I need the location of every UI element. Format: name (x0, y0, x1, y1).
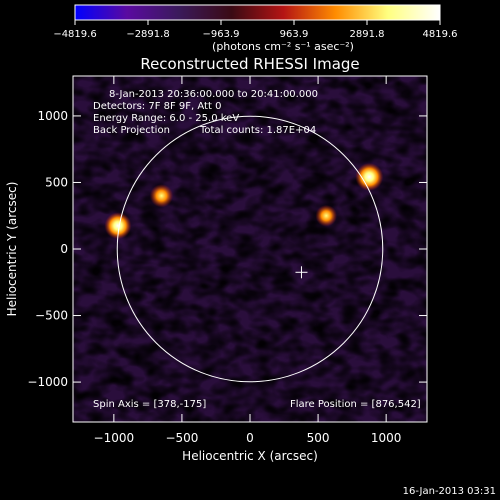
annotation-total-counts: Total counts: 1.87E+04 (199, 125, 316, 136)
x-tick-label: −500 (165, 431, 198, 445)
annotation-flare-position: Flare Position = [876,542] (290, 399, 421, 410)
colorbar-ticks (74, 20, 441, 25)
annotation-spin-axis: Spin Axis = [378,-175] (93, 399, 206, 410)
solar-limb (116, 115, 384, 383)
colorbar (74, 4, 441, 21)
y-tick-label: −1000 (27, 375, 68, 389)
chart-title: Reconstructed RHESSI Image (140, 55, 359, 73)
spin-axis-marker (295, 266, 308, 279)
plot-area (73, 76, 427, 422)
bright-sources (104, 162, 384, 240)
x-tick-label: 1000 (371, 431, 402, 445)
heatmap-red-texture (73, 76, 427, 422)
x-tick-label: 500 (307, 431, 330, 445)
x-axis-ticks: −1000 −500 0 500 1000 (94, 76, 402, 445)
y-tick-label: 500 (45, 175, 68, 189)
colorbar-tick-label: −4819.6 (53, 29, 96, 40)
y-tick-label: 1000 (37, 109, 68, 123)
colorbar-tick-label: 2891.8 (350, 29, 385, 40)
x-tick-label: −1000 (94, 431, 135, 445)
annotation-detectors: Detectors: 7F 8F 9F, Att 0 (93, 101, 221, 112)
colorbar-tick-label: −963.9 (202, 29, 239, 40)
annotation-energy-range: Energy Range: 6.0 - 25.0 keV (93, 113, 239, 124)
y-tick-label: −500 (35, 309, 68, 323)
bright-source (149, 184, 174, 208)
colorbar-tick-labels: −4819.6 −2891.8 −963.9 963.9 2891.8 4819.6 (53, 29, 457, 40)
x-tick-label: 0 (246, 431, 254, 445)
annotation-time-range: 8-Jan-2013 20:36:00.000 to 20:41:00.000 (109, 89, 318, 100)
colorbar-tick-label: 963.9 (280, 29, 309, 40)
colorbar-tick-label: −2891.8 (126, 29, 169, 40)
bright-source (315, 204, 338, 227)
y-tick-label: 0 (60, 242, 68, 256)
bright-source (104, 212, 132, 240)
date-stamp: 16-Jan-2013 03:31 (403, 486, 496, 497)
bright-source (355, 162, 384, 191)
y-axis-label: Heliocentric Y (arcsec) (5, 182, 19, 317)
colorbar-tick-label: 4819.6 (423, 29, 458, 40)
annotation-method: Back Projection (93, 125, 170, 136)
y-axis-ticks: −1000 −500 0 500 1000 (27, 109, 427, 389)
colorbar-units: (photons cm⁻² s⁻¹ asec⁻²) (212, 40, 354, 53)
x-axis-label: Heliocentric X (arcsec) (182, 449, 318, 463)
